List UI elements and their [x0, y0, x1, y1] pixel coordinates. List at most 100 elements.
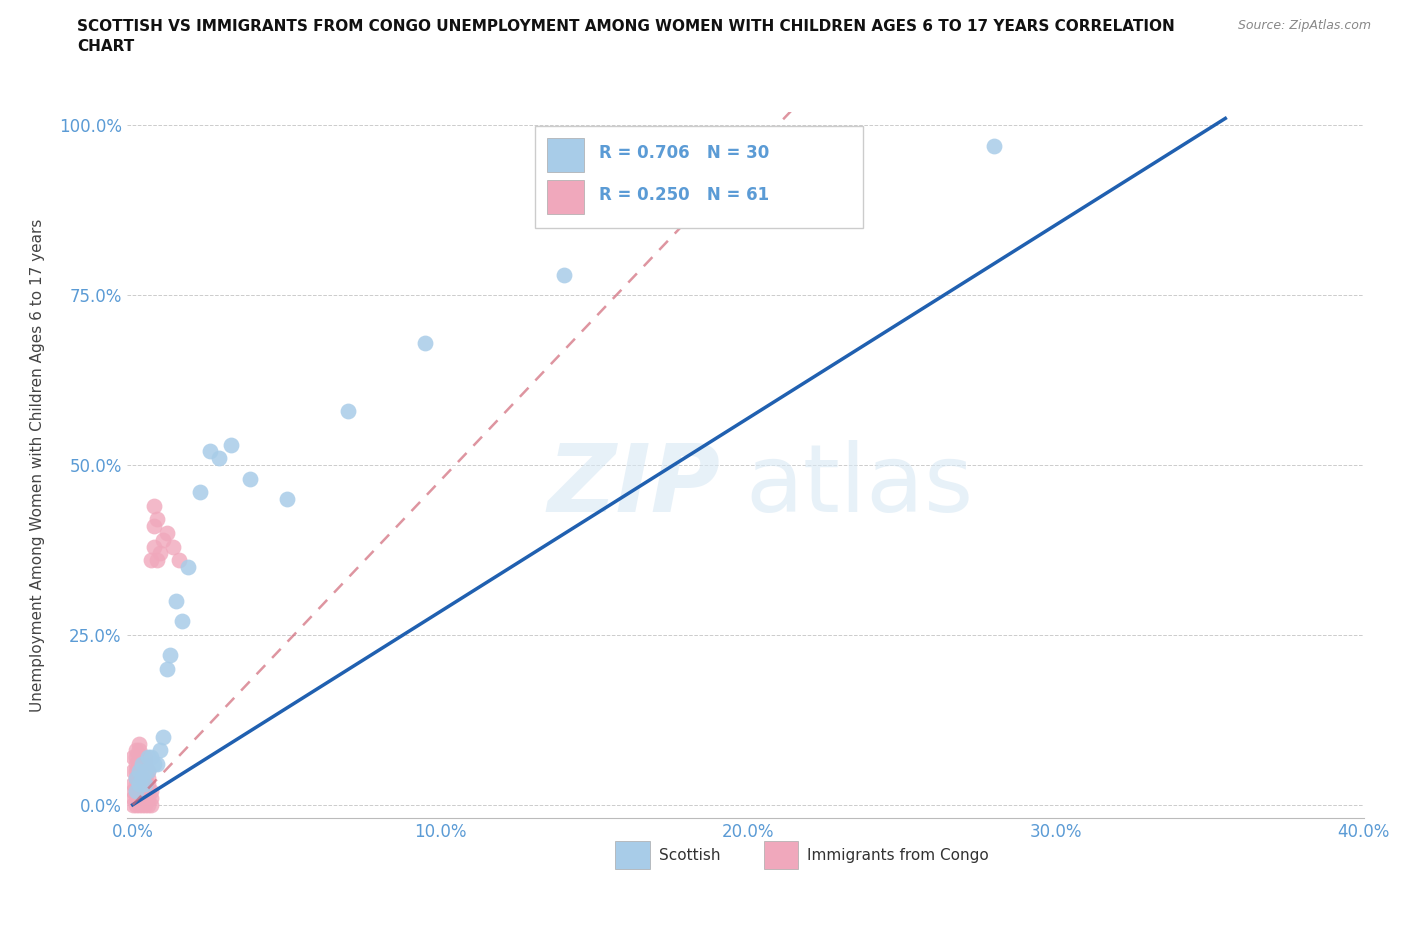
Point: [128, 777, 150, 791]
Point: [121, 797, 143, 812]
Point: [134, 777, 156, 791]
Point: [128, 777, 150, 791]
Point: [125, 757, 148, 772]
Point: [121, 790, 143, 805]
Point: [155, 525, 177, 540]
Point: [143, 539, 166, 554]
Point: [143, 757, 166, 772]
Text: ZIP: ZIP: [547, 440, 720, 532]
Point: [131, 777, 153, 791]
Point: [131, 797, 153, 812]
Point: [143, 519, 166, 534]
Point: [134, 797, 156, 812]
Point: [134, 757, 156, 772]
Point: [131, 757, 153, 772]
Point: [239, 472, 262, 486]
Point: [162, 539, 184, 554]
Point: [134, 764, 156, 778]
Point: [190, 485, 212, 499]
Point: [128, 764, 150, 778]
Text: SCOTTISH VS IMMIGRANTS FROM CONGO UNEMPLOYMENT AMONG WOMEN WITH CHILDREN AGES 6 : SCOTTISH VS IMMIGRANTS FROM CONGO UNEMPL…: [77, 19, 1175, 33]
Point: [134, 770, 156, 785]
Point: [134, 750, 156, 764]
Point: [136, 797, 159, 812]
Point: [141, 784, 163, 799]
Point: [131, 770, 153, 785]
Point: [121, 750, 143, 764]
Point: [128, 770, 150, 785]
Point: [136, 764, 159, 778]
Point: [125, 777, 148, 791]
Point: [131, 750, 153, 764]
Point: [125, 790, 148, 805]
Point: [198, 444, 221, 458]
Point: [131, 764, 153, 778]
Point: [149, 546, 172, 561]
Bar: [547, 138, 585, 172]
Point: [121, 764, 143, 778]
Text: Scottish: Scottish: [658, 847, 720, 863]
Point: [128, 757, 150, 772]
Point: [141, 797, 163, 812]
Bar: [547, 180, 585, 214]
Text: R = 0.706   N = 30: R = 0.706 N = 30: [599, 143, 769, 162]
Point: [159, 648, 181, 663]
Point: [165, 593, 187, 608]
Point: [128, 750, 150, 764]
Y-axis label: Unemployment Among Women with Children Ages 6 to 17 years: Unemployment Among Women with Children A…: [30, 219, 45, 711]
Point: [167, 552, 190, 567]
Point: [141, 790, 163, 805]
Point: [136, 770, 159, 785]
Point: [125, 797, 148, 812]
Point: [553, 267, 575, 282]
Point: [131, 784, 153, 799]
Point: [152, 729, 174, 744]
Point: [128, 797, 150, 812]
Point: [219, 437, 242, 452]
Point: [125, 764, 148, 778]
Text: R = 0.250   N = 61: R = 0.250 N = 61: [599, 186, 775, 204]
Point: [121, 777, 143, 791]
Point: [134, 790, 156, 805]
Point: [125, 750, 148, 764]
Point: [125, 770, 148, 785]
Point: [128, 790, 150, 805]
Point: [136, 784, 159, 799]
Point: [125, 784, 148, 799]
Point: [136, 790, 159, 805]
Point: [125, 770, 148, 785]
Point: [134, 784, 156, 799]
Point: [141, 552, 163, 567]
Point: [149, 743, 172, 758]
Text: CHART: CHART: [77, 39, 135, 54]
Point: [128, 764, 150, 778]
Point: [141, 750, 163, 764]
Point: [337, 404, 360, 418]
Point: [152, 532, 174, 547]
Point: [134, 777, 156, 791]
Point: [131, 757, 153, 772]
Point: [170, 614, 193, 629]
Point: [177, 560, 200, 575]
Point: [146, 757, 169, 772]
Point: [136, 777, 159, 791]
Point: [276, 492, 298, 507]
Point: [125, 784, 148, 799]
Text: Source: ZipAtlas.com: Source: ZipAtlas.com: [1237, 19, 1371, 32]
Text: Immigrants from Congo: Immigrants from Congo: [807, 847, 988, 863]
Point: [146, 552, 169, 567]
Point: [121, 784, 143, 799]
Bar: [763, 841, 799, 870]
Point: [136, 750, 159, 764]
Point: [983, 139, 1005, 153]
Point: [136, 764, 159, 778]
Point: [128, 743, 150, 758]
Point: [155, 661, 177, 676]
Bar: [534, 126, 863, 228]
Point: [128, 737, 150, 751]
Point: [125, 743, 148, 758]
Point: [146, 512, 169, 526]
Point: [143, 498, 166, 513]
Text: atlas: atlas: [745, 440, 973, 532]
Point: [134, 764, 156, 778]
